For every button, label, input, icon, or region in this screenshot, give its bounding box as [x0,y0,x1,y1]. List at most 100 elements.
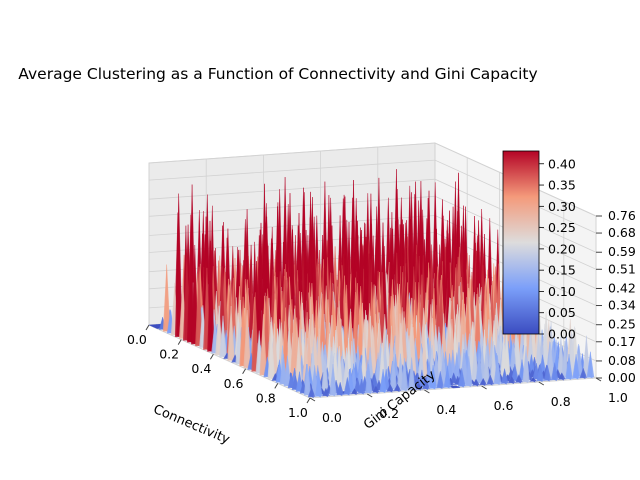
x-tick-mark [306,397,311,404]
surface-spike [365,364,373,394]
surface-spike [529,377,538,382]
surface-spike [195,266,203,347]
surface-spike [550,362,559,381]
colorbar-tick-label: 0.00 [548,327,576,342]
surface-spike [557,372,566,380]
y-tick-label: 0.4 [436,402,456,417]
z-tick-label: 0.00 [608,370,636,385]
z-tick-label: 0.59 [608,244,636,259]
x-tick-label: 0.8 [256,390,276,405]
y-tick-mark [309,397,316,402]
x-tick-mark [209,353,214,360]
surface-spike [536,363,545,382]
surface-spike [267,331,276,379]
surface-spike [379,369,387,393]
surface-spike [357,378,366,394]
surface-spike [259,314,267,376]
z-tick-label: 0.51 [608,261,636,276]
surface-spike [219,315,227,358]
surface-spike [414,383,423,390]
x-tick-label: 0.2 [159,347,179,362]
surface-spike [465,356,473,387]
surface-spike [582,335,591,376]
surface-spike [457,368,466,387]
y-tick-label: 0.0 [322,410,342,425]
grid-line-z [148,159,597,234]
surface-spike [422,377,430,390]
surface-spike [400,358,409,391]
z-tick-label: 0.34 [608,298,636,313]
y-tick-mark [481,385,487,390]
colorbar-tick-label: 0.30 [548,199,576,214]
surface-spike [489,341,498,383]
surface-spike [472,378,480,386]
colorbar-gradient [502,150,540,335]
z-tick-label: 0.25 [608,317,636,332]
surface-spike [407,357,416,391]
z-tick-label: 0.68 [608,225,636,240]
surface-spike [565,354,573,380]
surface-spike [572,354,580,379]
surface-spike [493,355,502,385]
colorbar-tick-label: 0.40 [548,156,576,171]
grid-line-z [148,142,597,217]
y-tick-mark [538,381,545,386]
surface-spike [522,346,530,383]
surface-spike [251,292,259,372]
surface-spike [561,340,569,378]
surface-spike [307,386,316,398]
colorbar-ticks: 0.00 0.05 0.10 0.15 0.20 0.25 0.30 0.35 0.40 [539,156,576,342]
colorbar-tick-label: 0.15 [548,263,576,278]
surface-cell [448,385,461,389]
colorbar-tick-label: 0.10 [548,284,576,299]
surface-spike [175,193,183,338]
colorbar-tick-label: 0.35 [548,178,576,193]
surface-plot [148,169,595,399]
x-tick-mark [145,324,150,331]
surface-spike [393,383,402,392]
surface-spike [579,367,588,379]
z-tick-label: 0.76 [608,208,636,223]
surface-spike [207,250,215,352]
surface-spike [507,376,516,384]
y-tick-label: 0.2 [379,406,399,421]
colorbar-tick-label: 0.20 [548,241,576,256]
surface-spike [475,353,483,384]
x-tick-label: 1.0 [288,405,308,420]
surface-spike [329,364,337,396]
surface-spike [295,371,304,392]
surface-spike [386,384,395,392]
y-tick-mark [424,389,430,394]
surface-spike [436,371,444,389]
colorbar: 0.00 0.05 0.10 0.15 0.20 0.25 0.30 0.35 0.40 [502,150,576,342]
surface-spike [543,365,552,381]
x-axis-label: Connectivity [151,402,232,448]
colorbar-tick-label: 0.25 [548,220,576,235]
axis-ticks: 0.0 0.2 0.4 0.6 0.8 1.0 0.0 0.2 0.4 0.6 0.8 1.0 0.00… [127,208,636,425]
surface-spike [343,377,352,395]
x-tick-mark [274,383,279,389]
colorbar-tick-label: 0.05 [548,305,576,320]
surface-spike [479,378,487,386]
x-tick-mark [242,368,247,375]
y-tick-mark [366,393,373,398]
chart-title: Average Clustering as a Function of Conn… [18,65,537,83]
surface-spike [511,363,519,381]
x-tick-label: 0.6 [224,376,244,391]
surface-spike [314,371,323,397]
z-tick-label: 0.17 [608,334,636,349]
surface-spike [500,368,509,384]
surface-spike [443,365,452,388]
surface-spike [322,387,330,397]
surface-spike [482,345,491,383]
surface-spike [515,374,523,383]
y-tick-label: 1.0 [608,390,628,405]
z-tick-label: 0.42 [608,280,636,295]
surface-spike [227,306,235,361]
x-tick-label: 0.4 [191,361,211,376]
surface-spike [162,264,171,332]
surface-spike [389,356,398,390]
surface-spike [372,385,380,393]
surface-spike [283,355,292,387]
y-tick-label: 0.6 [494,398,514,413]
